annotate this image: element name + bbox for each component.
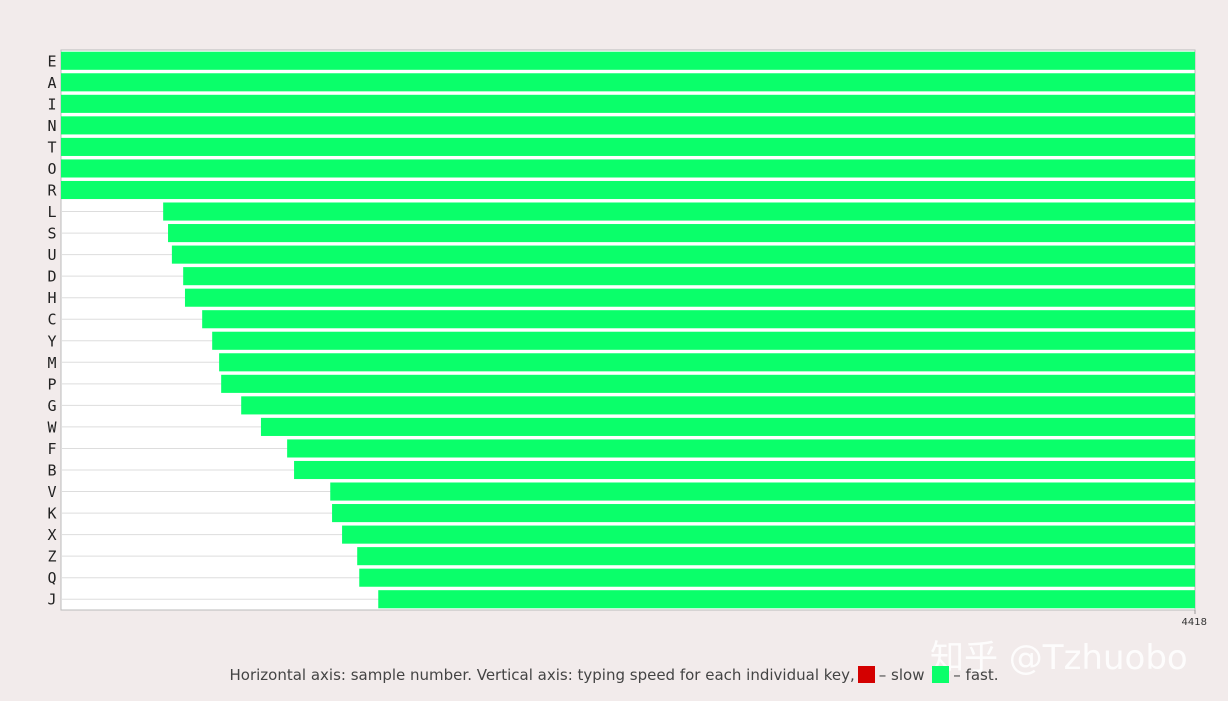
key-label: O [47,160,56,178]
key-bar [342,525,1196,544]
key-label: Z [47,548,56,566]
key-bar [219,353,1196,372]
key-bar [330,482,1196,501]
key-bar [171,245,1195,264]
key-label: C [47,311,56,329]
key-label: S [47,225,56,243]
key-label: V [47,483,56,501]
key-label: I [47,95,56,113]
caption-text: Horizontal axis: sample number. Vertical… [229,666,855,684]
key-bar [168,224,1195,243]
legend-label: – slow [878,666,925,684]
key-bar [221,374,1195,393]
key-label: R [47,182,57,200]
legend-swatch [857,666,875,683]
key-bar [241,396,1196,415]
key-label: F [47,440,56,458]
key-bar [61,51,1195,70]
key-label: P [47,375,56,393]
key-label: A [47,74,56,92]
key-bar [294,460,1195,480]
key-bar [260,417,1196,436]
key-bar [61,137,1195,156]
key-label: N [47,117,56,135]
legend-swatch [932,666,950,683]
key-bar [202,310,1195,329]
key-bar [61,116,1195,135]
key-label: H [47,289,56,307]
key-bar [61,180,1195,200]
key-label: D [47,268,56,286]
key-label: K [47,505,56,523]
key-bar [61,73,1195,92]
key-label: G [47,397,56,415]
key-label: L [47,203,56,221]
key-bar [378,590,1195,609]
key-label: M [47,354,56,372]
x-tick-label: 4418 [1182,617,1207,628]
key-label: X [47,526,56,544]
watermark: 知乎 @Tzhuobo [930,638,1188,678]
key-label: Q [47,569,56,587]
key-bar [61,159,1195,178]
key-bar [163,202,1196,221]
key-label: E [47,52,56,70]
key-bar [359,568,1196,587]
key-bar [212,331,1196,350]
caption: Horizontal axis: sample number. Vertical… [0,666,1228,684]
key-label: W [47,418,57,436]
key-label: T [47,138,56,156]
key-bar [61,94,1195,113]
key-bar [183,267,1196,286]
key-label: Y [47,332,56,350]
key-label: U [47,246,56,264]
key-bar [184,288,1195,307]
key-bar [332,504,1195,523]
key-bar [357,547,1195,566]
key-label: B [47,462,56,480]
key-label: J [47,591,56,609]
key-bar [287,439,1195,458]
legend-label: – fast. [953,666,999,684]
